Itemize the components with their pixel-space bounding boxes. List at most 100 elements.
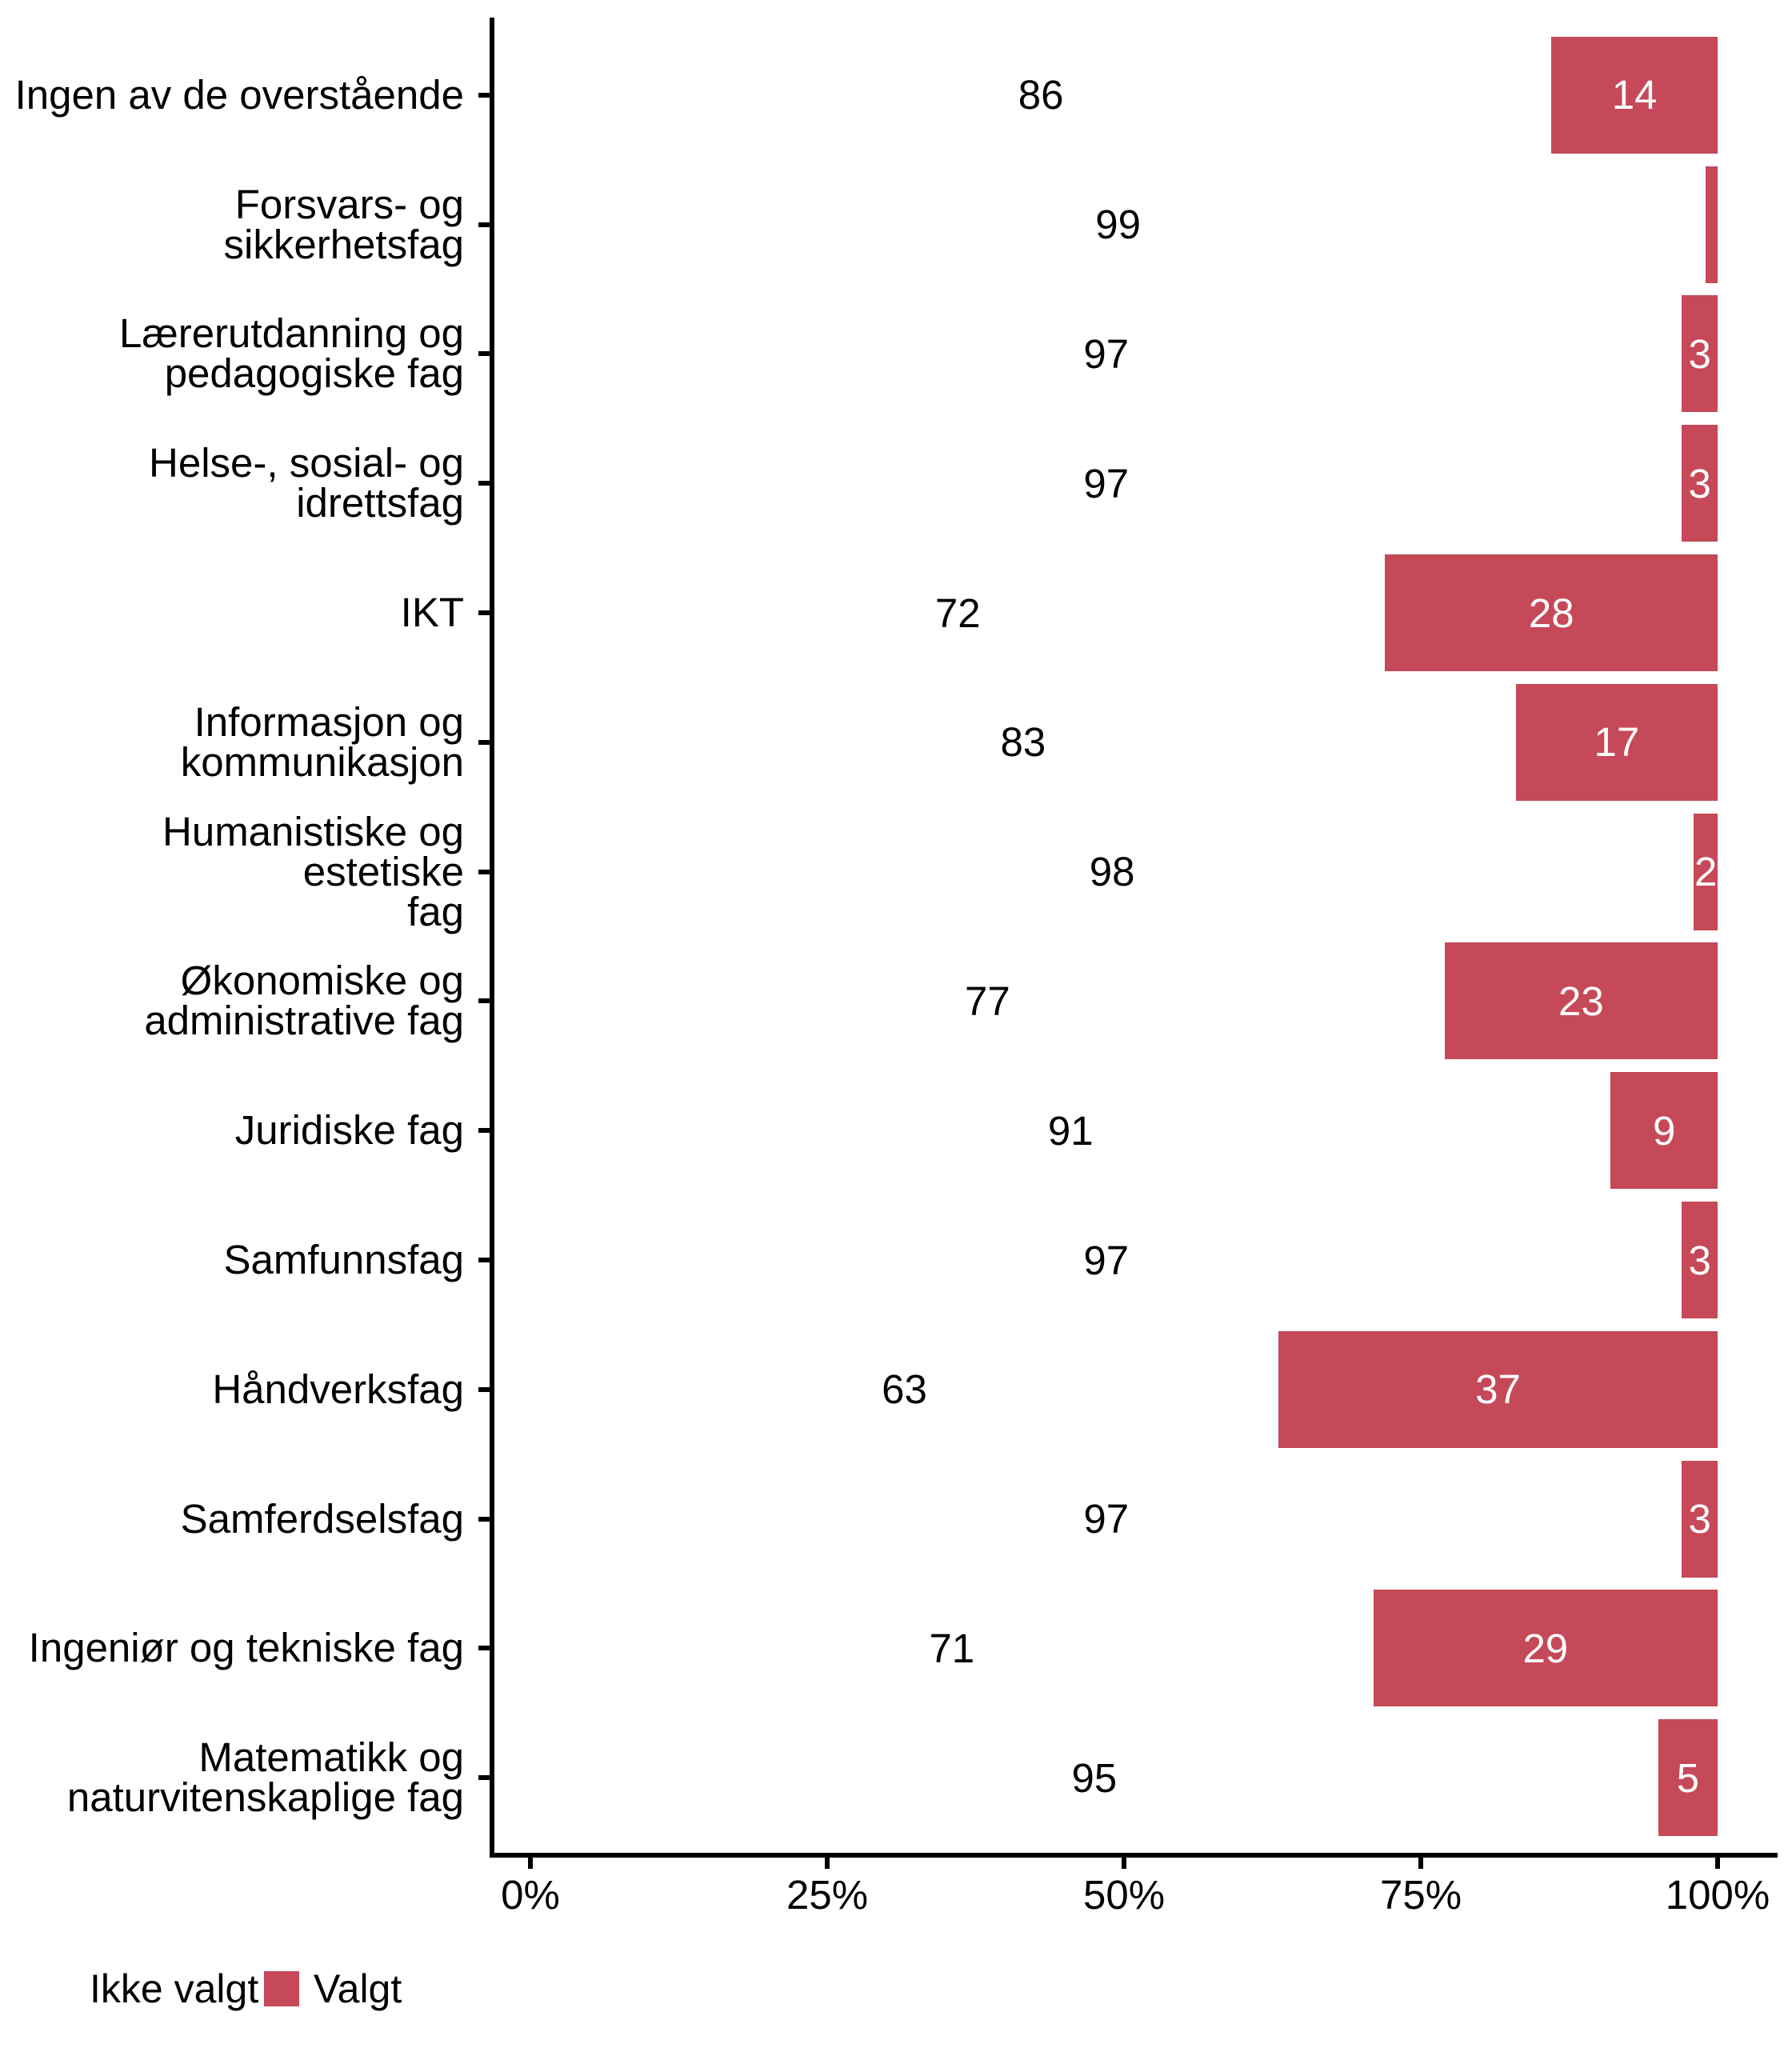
bar-value-valgt: 29 — [1522, 1625, 1569, 1671]
category-label: Økonomiske og administrative fag — [144, 958, 464, 1044]
x-axis-tick — [1418, 1858, 1423, 1869]
bar-value-valgt: 3 — [1688, 1496, 1711, 1542]
bar-value-valgt: 3 — [1688, 330, 1711, 377]
bar-segment-ikke-valgt — [530, 36, 1552, 154]
y-axis-tick — [478, 1775, 490, 1781]
y-axis-tick — [478, 1386, 490, 1392]
bar-value-valgt: 9 — [1653, 1107, 1676, 1154]
bar-value-ikke-valgt: 91 — [1047, 1107, 1094, 1154]
y-axis-tick — [478, 739, 490, 745]
y-axis-tick — [478, 1128, 490, 1134]
category-label: Helse-, sosial- og idrettsfag — [149, 440, 464, 526]
legend-label-valgt: Valgt — [314, 1966, 402, 2011]
x-axis-tick-label: 100% — [1665, 1872, 1770, 1918]
category-label: Ingeniør og tekniske fag — [28, 1625, 464, 1671]
bar-value-ikke-valgt: 72 — [934, 590, 981, 636]
bar-segment-valgt — [1278, 1330, 1718, 1448]
bar-value-valgt: 28 — [1528, 590, 1574, 636]
y-axis-tick — [478, 998, 490, 1004]
bar-value-ikke-valgt: 83 — [1000, 719, 1046, 766]
category-label: IKT — [400, 590, 464, 636]
bar-segment-ikke-valgt — [530, 942, 1445, 1060]
y-axis-tick — [478, 481, 490, 486]
bar-segment-ikke-valgt — [530, 1460, 1682, 1578]
bar-value-ikke-valgt: 77 — [964, 978, 1010, 1024]
y-axis-tick — [478, 1516, 490, 1522]
bar-value-ikke-valgt: 97 — [1083, 1237, 1130, 1283]
x-axis-tick — [825, 1858, 830, 1869]
y-axis-tick — [478, 92, 490, 98]
x-axis-tick-label: 0% — [501, 1872, 560, 1918]
x-axis-line — [490, 1853, 1778, 1858]
bar-segment-ikke-valgt — [530, 1330, 1278, 1448]
bar-value-ikke-valgt: 86 — [1018, 72, 1064, 118]
bar-segment-ikke-valgt — [530, 1590, 1374, 1707]
y-axis-tick — [478, 351, 490, 357]
category-label: Informasjon og kommunikasjon — [180, 698, 464, 785]
bar-value-ikke-valgt: 99 — [1095, 202, 1141, 248]
bar-value-ikke-valgt: 95 — [1071, 1754, 1118, 1801]
bar-value-valgt: 17 — [1594, 719, 1640, 766]
bar-segment-valgt — [1682, 1460, 1718, 1578]
category-label: Lærerutdanning og pedagogiske fag — [119, 310, 464, 397]
bar-segment-ikke-valgt — [530, 813, 1694, 930]
y-axis-tick — [478, 869, 490, 874]
category-label: Samferdselsfag — [180, 1495, 464, 1542]
bar-segment-ikke-valgt — [530, 295, 1682, 413]
bar-segment-valgt — [1515, 683, 1718, 801]
bar-segment-ikke-valgt — [530, 1202, 1682, 1318]
category-label: Juridiske fag — [234, 1107, 464, 1154]
category-label: Forsvars- og sikkerhetsfag — [223, 181, 464, 267]
bar-value-valgt: 37 — [1475, 1366, 1521, 1413]
bar-segment-valgt — [1682, 1202, 1718, 1318]
bar-value-valgt: 5 — [1676, 1754, 1700, 1801]
x-axis-tick-label: 75% — [1379, 1872, 1462, 1918]
bar-segment-ikke-valgt — [530, 554, 1386, 672]
x-axis-tick — [1715, 1858, 1720, 1869]
bar-segment-ikke-valgt — [530, 425, 1682, 542]
y-axis-tick — [478, 610, 490, 616]
bar-value-ikke-valgt: 97 — [1083, 460, 1130, 506]
bar-segment-valgt — [1373, 1590, 1718, 1707]
y-axis-tick — [478, 222, 490, 227]
y-axis-tick — [478, 1258, 490, 1262]
bar-value-ikke-valgt: 71 — [929, 1625, 975, 1671]
x-axis-tick — [528, 1858, 533, 1869]
bar-segment-valgt — [1706, 166, 1718, 283]
bar-segment-valgt — [1658, 1719, 1718, 1837]
bar-segment-ikke-valgt — [530, 1719, 1658, 1837]
legend-key-valgt — [264, 1971, 299, 2006]
x-axis-tick-label: 25% — [786, 1872, 869, 1918]
bar-value-valgt: 3 — [1688, 460, 1711, 506]
bar-value-valgt: 3 — [1688, 1237, 1711, 1283]
category-label: Matematikk og naturvitenskaplige fag — [66, 1734, 464, 1821]
y-axis-tick — [478, 1646, 490, 1651]
bar-value-valgt: 14 — [1611, 72, 1658, 118]
bar-value-ikke-valgt: 63 — [882, 1366, 927, 1413]
x-axis-tick — [1122, 1858, 1126, 1869]
y-axis-line — [490, 18, 494, 1858]
category-label: Humanistiske og estetiske fag — [162, 808, 464, 934]
legend-label-ikke-valgt: Ikke valgt — [90, 1966, 259, 2011]
bar-segment-ikke-valgt — [530, 683, 1516, 801]
bar-value-valgt: 2 — [1694, 849, 1718, 895]
bar-segment-valgt — [1610, 1072, 1718, 1190]
bar-segment-valgt — [1444, 942, 1718, 1060]
bar-value-valgt: 23 — [1558, 978, 1604, 1024]
bar-segment-valgt — [1694, 813, 1718, 930]
x-axis-tick-label: 50% — [1082, 1872, 1166, 1918]
bar-segment-valgt — [1551, 36, 1718, 154]
bar-value-ikke-valgt: 98 — [1089, 849, 1135, 895]
bar-segment-valgt — [1682, 295, 1718, 413]
bar-segment-ikke-valgt — [530, 166, 1706, 283]
bar-segment-valgt — [1385, 554, 1718, 672]
category-label: Håndverksfag — [212, 1366, 464, 1412]
category-label: Samfunnsfag — [223, 1237, 464, 1282]
category-label: Ingen av de overstående — [14, 71, 464, 118]
bar-value-ikke-valgt: 97 — [1083, 330, 1130, 377]
bar-segment-valgt — [1682, 425, 1718, 542]
bar-value-ikke-valgt: 97 — [1083, 1496, 1130, 1542]
bar-segment-ikke-valgt — [530, 1072, 1611, 1190]
legend-key-ikke-valgt — [45, 1971, 80, 2006]
